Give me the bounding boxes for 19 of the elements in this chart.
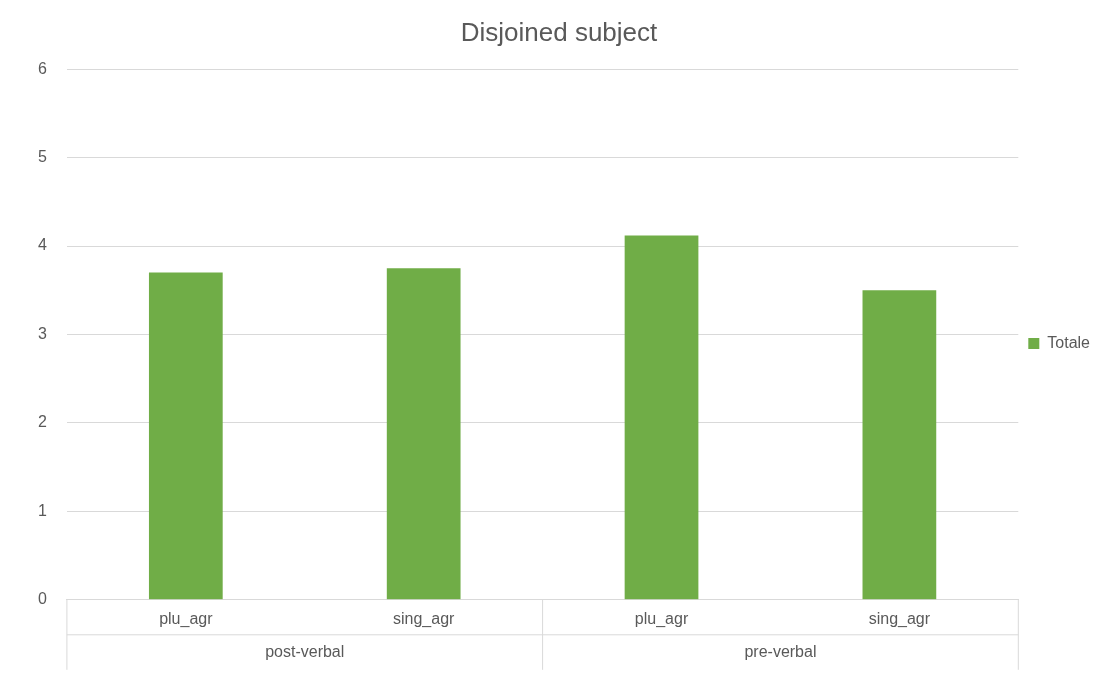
y-tick-label: 0 bbox=[37, 590, 47, 608]
x-tick-label: sing_agr bbox=[868, 609, 931, 628]
y-tick-label: 6 bbox=[37, 59, 47, 77]
text: post-verbal bbox=[265, 643, 345, 661]
text: pre-verbal bbox=[744, 643, 817, 661]
bar bbox=[862, 290, 937, 600]
legend-label: Totale bbox=[1047, 333, 1091, 351]
y-tick-label: 3 bbox=[37, 324, 47, 342]
y-tick-label: 5 bbox=[37, 148, 47, 166]
y-tick-label: 2 bbox=[37, 413, 47, 431]
x-tick-label: sing_agr bbox=[392, 609, 456, 628]
bar bbox=[148, 272, 223, 600]
x-tick-label: plu_agr bbox=[634, 609, 689, 628]
bar bbox=[386, 268, 461, 600]
chart-title: Disjoined subject bbox=[460, 16, 659, 47]
y-tick-label: 4 bbox=[37, 236, 47, 254]
x-tick-label: plu_agr bbox=[159, 609, 214, 628]
bar bbox=[624, 235, 699, 600]
y-tick-label: 1 bbox=[37, 501, 47, 519]
